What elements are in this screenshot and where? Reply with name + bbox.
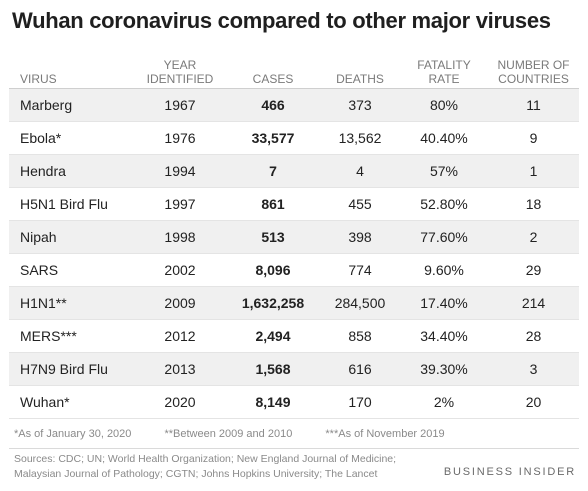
cell-cases: 8,149 (255, 394, 291, 410)
cell-deaths: 455 (348, 196, 372, 212)
cell-cases: 8,096 (255, 262, 291, 278)
cell-virus: MERS*** (20, 328, 77, 344)
footnote-2: **Between 2009 and 2010 (164, 428, 293, 440)
cell-countries: 2 (529, 229, 538, 245)
table-row: SARS 2002 8,096 774 9.60% 29 (9, 254, 579, 287)
table-row: Nipah 1998 513 398 77.60% 2 (9, 221, 579, 254)
cell-fatality-rate: 40.40% (420, 130, 468, 146)
column-header-deaths: DEATHS (336, 72, 384, 86)
brand-logo-text: BUSINESS INSIDER (443, 466, 576, 478)
cell-virus: H1N1** (20, 295, 67, 311)
comparison-table: VIRUS YEAR IDENTIFIED CASES DEATHS FATAL… (9, 46, 579, 419)
cell-year: 1976 (164, 130, 196, 146)
cell-countries: 9 (529, 130, 538, 146)
cell-deaths: 4 (356, 163, 364, 179)
cell-deaths: 398 (348, 229, 372, 245)
cell-deaths: 13,562 (338, 130, 382, 146)
column-header-virus: VIRUS (20, 72, 57, 86)
table-row: Ebola* 1976 33,577 13,562 40.40% 9 (9, 122, 579, 155)
cell-deaths: 170 (348, 394, 372, 410)
cell-virus: SARS (20, 262, 59, 278)
cell-cases: 861 (261, 196, 285, 212)
table-row: H1N1** 2009 1,632,258 284,500 17.40% 214 (9, 287, 579, 320)
cell-deaths: 284,500 (334, 295, 386, 311)
cell-virus: H5N1 Bird Flu (20, 196, 108, 212)
cell-cases: 466 (261, 97, 285, 113)
cell-year: 1967 (164, 97, 196, 113)
footnote-1: *As of January 30, 2020 (14, 428, 132, 440)
table-body: Marberg 1967 466 373 80% 11 Ebola* 1976 33,577 13… (9, 89, 579, 419)
cell-fatality-rate: 52.80% (420, 196, 468, 212)
cell-deaths: 373 (348, 97, 372, 113)
table-row: Wuhan* 2020 8,149 170 2% 20 (9, 386, 579, 419)
cell-fatality-rate: 2% (433, 394, 455, 410)
table-row: Marberg 1967 466 373 80% 11 (9, 89, 579, 122)
cell-year: 2013 (164, 361, 196, 377)
cell-countries: 11 (526, 97, 541, 113)
cell-fatality-rate: 17.40% (420, 295, 468, 311)
table-row: Hendra 1994 7 4 57% 1 (9, 155, 579, 188)
footnotes: *As of January 30, 2020 **Between 2009 a… (14, 428, 475, 440)
cell-cases: 2,494 (255, 328, 291, 344)
cell-deaths: 774 (348, 262, 372, 278)
cell-countries: 29 (525, 262, 542, 278)
cell-fatality-rate: 57% (429, 163, 459, 179)
cell-cases: 1,568 (255, 361, 291, 377)
column-header-cases: CASES (252, 72, 294, 86)
cell-cases: 7 (269, 163, 277, 179)
cell-cases: 33,577 (251, 130, 295, 146)
cell-countries: 28 (525, 328, 542, 344)
cell-year: 2002 (164, 262, 196, 278)
cell-fatality-rate: 9.60% (424, 262, 464, 278)
cell-deaths: 858 (348, 328, 372, 344)
cell-year: 1998 (164, 229, 196, 245)
table-row: H7N9 Bird Flu 2013 1,568 616 39.30% 3 (9, 353, 579, 386)
table-row: H5N1 Bird Flu 1997 861 455 52.80% 18 (9, 188, 579, 221)
cell-fatality-rate: 39.30% (420, 361, 468, 377)
column-header-countries: NUMBER OF COUNTRIES (497, 58, 570, 86)
footnote-3: ***As of November 2019 (325, 428, 445, 440)
cell-year: 2020 (164, 394, 196, 410)
cell-virus: Wuhan* (20, 394, 70, 410)
table-header-row: VIRUS YEAR IDENTIFIED CASES DEATHS FATAL… (9, 46, 579, 89)
cell-countries: 3 (529, 361, 538, 377)
column-header-fatality-rate: FATALITY RATE (417, 58, 471, 86)
cell-deaths: 616 (348, 361, 372, 377)
cell-virus: Hendra (20, 163, 66, 179)
cell-fatality-rate: 80% (429, 97, 459, 113)
cell-virus: Nipah (20, 229, 57, 245)
cell-year: 1997 (164, 196, 196, 212)
column-header-year: YEAR IDENTIFIED (146, 58, 214, 86)
cell-cases: 1,632,258 (241, 295, 305, 311)
cell-fatality-rate: 34.40% (420, 328, 468, 344)
cell-virus: Marberg (20, 97, 73, 113)
cell-year: 1994 (164, 163, 196, 179)
cell-countries: 214 (521, 295, 546, 311)
cell-countries: 18 (525, 196, 542, 212)
cell-countries: 1 (529, 163, 538, 179)
cell-fatality-rate: 77.60% (420, 229, 468, 245)
chart-title: Wuhan coronavirus compared to other majo… (12, 8, 551, 33)
cell-virus: H7N9 Bird Flu (20, 361, 108, 377)
cell-cases: 513 (261, 229, 285, 245)
cell-year: 2012 (164, 328, 196, 344)
cell-countries: 20 (525, 394, 542, 410)
footer-divider (9, 448, 579, 449)
sources-text: Sources: CDC; UN; World Health Organizat… (14, 453, 397, 480)
cell-year: 2009 (164, 295, 196, 311)
table-row: MERS*** 2012 2,494 858 34.40% 28 (9, 320, 579, 353)
cell-virus: Ebola* (20, 130, 62, 146)
